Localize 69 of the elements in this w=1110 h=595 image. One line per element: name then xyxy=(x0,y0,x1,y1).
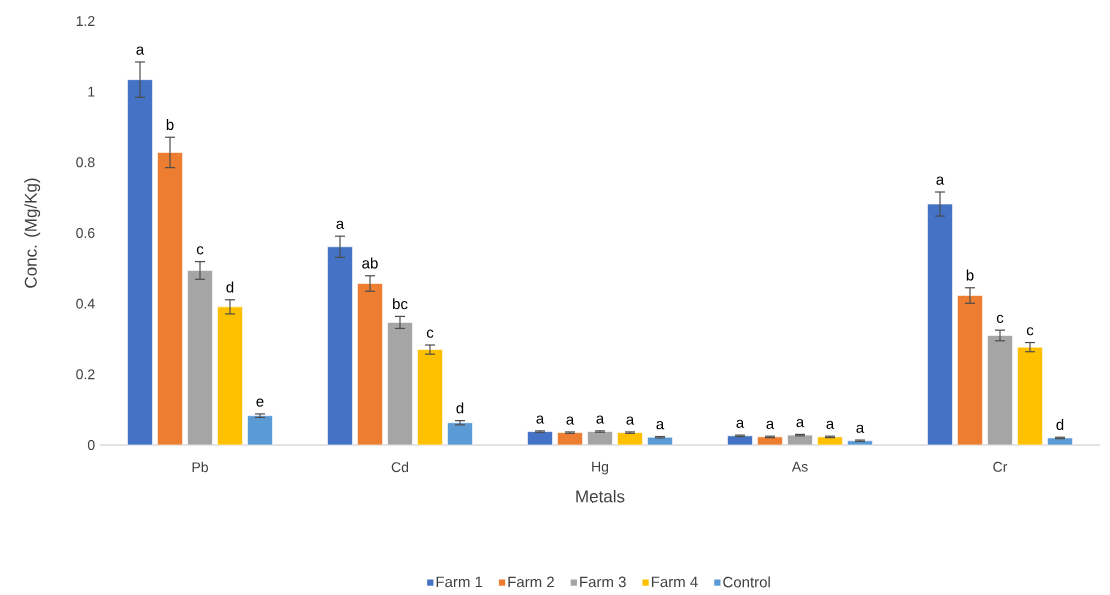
annotation: a xyxy=(336,220,345,229)
bar xyxy=(187,270,213,446)
annotation: a xyxy=(566,416,575,425)
x-tick-label: As xyxy=(791,461,808,472)
bar xyxy=(757,436,783,446)
annotation: d xyxy=(1056,419,1064,431)
bar xyxy=(617,432,643,446)
annotation: a xyxy=(796,418,805,428)
bar xyxy=(417,349,443,446)
y-tick-label: 0.2 xyxy=(76,369,95,380)
annotation: a xyxy=(766,420,775,429)
bar xyxy=(817,436,843,446)
bar xyxy=(987,335,1013,446)
bar xyxy=(247,415,273,446)
x-axis-title: Metals xyxy=(576,489,625,503)
bar xyxy=(1017,346,1043,446)
annotation: c xyxy=(426,329,434,338)
bar xyxy=(1047,437,1073,446)
y-tick-label: 0.4 xyxy=(76,298,95,309)
bar xyxy=(557,432,583,446)
legend-label: Farm 3 xyxy=(580,576,626,588)
legend-label: Farm 2 xyxy=(508,576,554,588)
annotation: c xyxy=(996,314,1004,323)
bar xyxy=(127,79,153,446)
x-tick-label: Pb xyxy=(192,461,208,473)
annotation: a xyxy=(536,415,545,424)
bar xyxy=(587,431,613,446)
x-tick-label: Hg xyxy=(592,461,609,475)
annotation: a xyxy=(936,176,945,185)
annotation: ab xyxy=(362,257,378,269)
annotation: a xyxy=(656,421,665,430)
annotation: d xyxy=(226,281,234,293)
bar xyxy=(387,322,413,446)
legend-label: Farm 4 xyxy=(651,576,698,588)
annotation: e xyxy=(256,398,264,407)
bar xyxy=(217,306,243,446)
bar xyxy=(357,283,383,446)
y-tick-label: 0.6 xyxy=(76,228,95,238)
bar xyxy=(847,440,873,446)
annotation: a xyxy=(856,424,865,433)
bar xyxy=(157,152,183,446)
annotation: a xyxy=(596,415,605,424)
annotation: b xyxy=(166,119,174,131)
annotation: bc xyxy=(393,298,408,310)
x-tick-label: Cd xyxy=(391,461,409,473)
annotation: c xyxy=(1026,327,1034,336)
bar xyxy=(447,422,473,446)
annotation: a xyxy=(826,420,835,429)
bar xyxy=(927,203,953,446)
legend-label: Farm 1 xyxy=(436,576,483,588)
annotation: a xyxy=(736,419,745,428)
annotation: a xyxy=(626,416,635,425)
y-axis-title: Conc. (Mg/Kg) xyxy=(24,178,41,288)
annotation: d xyxy=(456,402,464,414)
y-tick-label: 0.8 xyxy=(76,157,95,168)
annotation: c xyxy=(196,246,204,255)
bar xyxy=(727,435,753,446)
y-tick-label: 1 xyxy=(88,86,95,97)
bar xyxy=(647,436,673,446)
bar xyxy=(527,431,553,446)
bar xyxy=(957,295,983,446)
annotation: b xyxy=(966,269,974,281)
x-tick-label: Cr xyxy=(993,461,1008,472)
bar xyxy=(787,434,813,446)
legend-label: Control xyxy=(723,576,770,588)
y-tick-label: 1.2 xyxy=(76,16,95,26)
annotation: a xyxy=(136,46,145,55)
bar xyxy=(327,246,353,446)
y-tick-label: 0 xyxy=(87,440,95,450)
